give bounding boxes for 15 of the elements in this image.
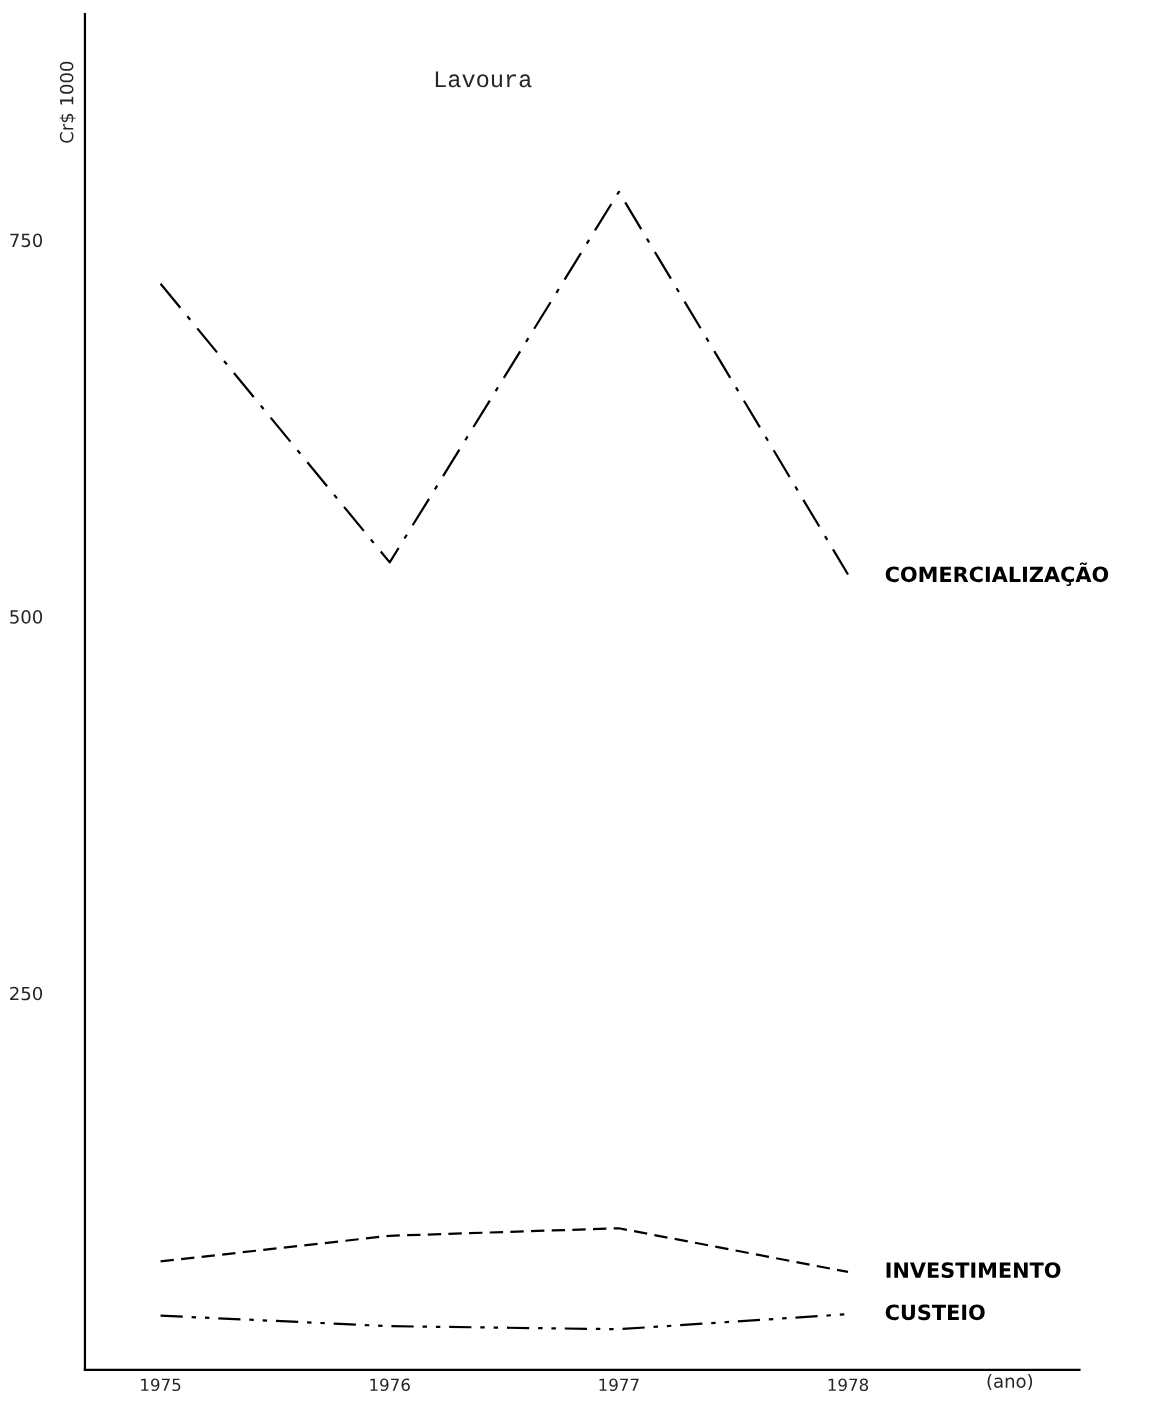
line-series [159, 190, 850, 576]
x-tick-label: 1977 [599, 1378, 639, 1392]
x-tick-label: 1978 [828, 1378, 869, 1392]
text: Lavoura [435, 71, 532, 88]
series-label: INVESTIMENTO [886, 1262, 1061, 1278]
x-axis-title: (ano) [987, 1373, 1033, 1391]
y-tick-label: 500 [10, 610, 43, 624]
y-axis-title: Cr$ 1000 [59, 61, 76, 143]
y-tick-label: 250 [10, 986, 43, 1001]
y-tick-label: 750 [10, 233, 43, 248]
series-label: CUSTEIO [885, 1304, 985, 1321]
line-series [159, 1227, 850, 1274]
x-tick-label: 1975 [141, 1378, 181, 1392]
series-label: COMERCIALIZAÇÃO [885, 562, 1109, 586]
x-tick-label: 1976 [370, 1378, 410, 1392]
